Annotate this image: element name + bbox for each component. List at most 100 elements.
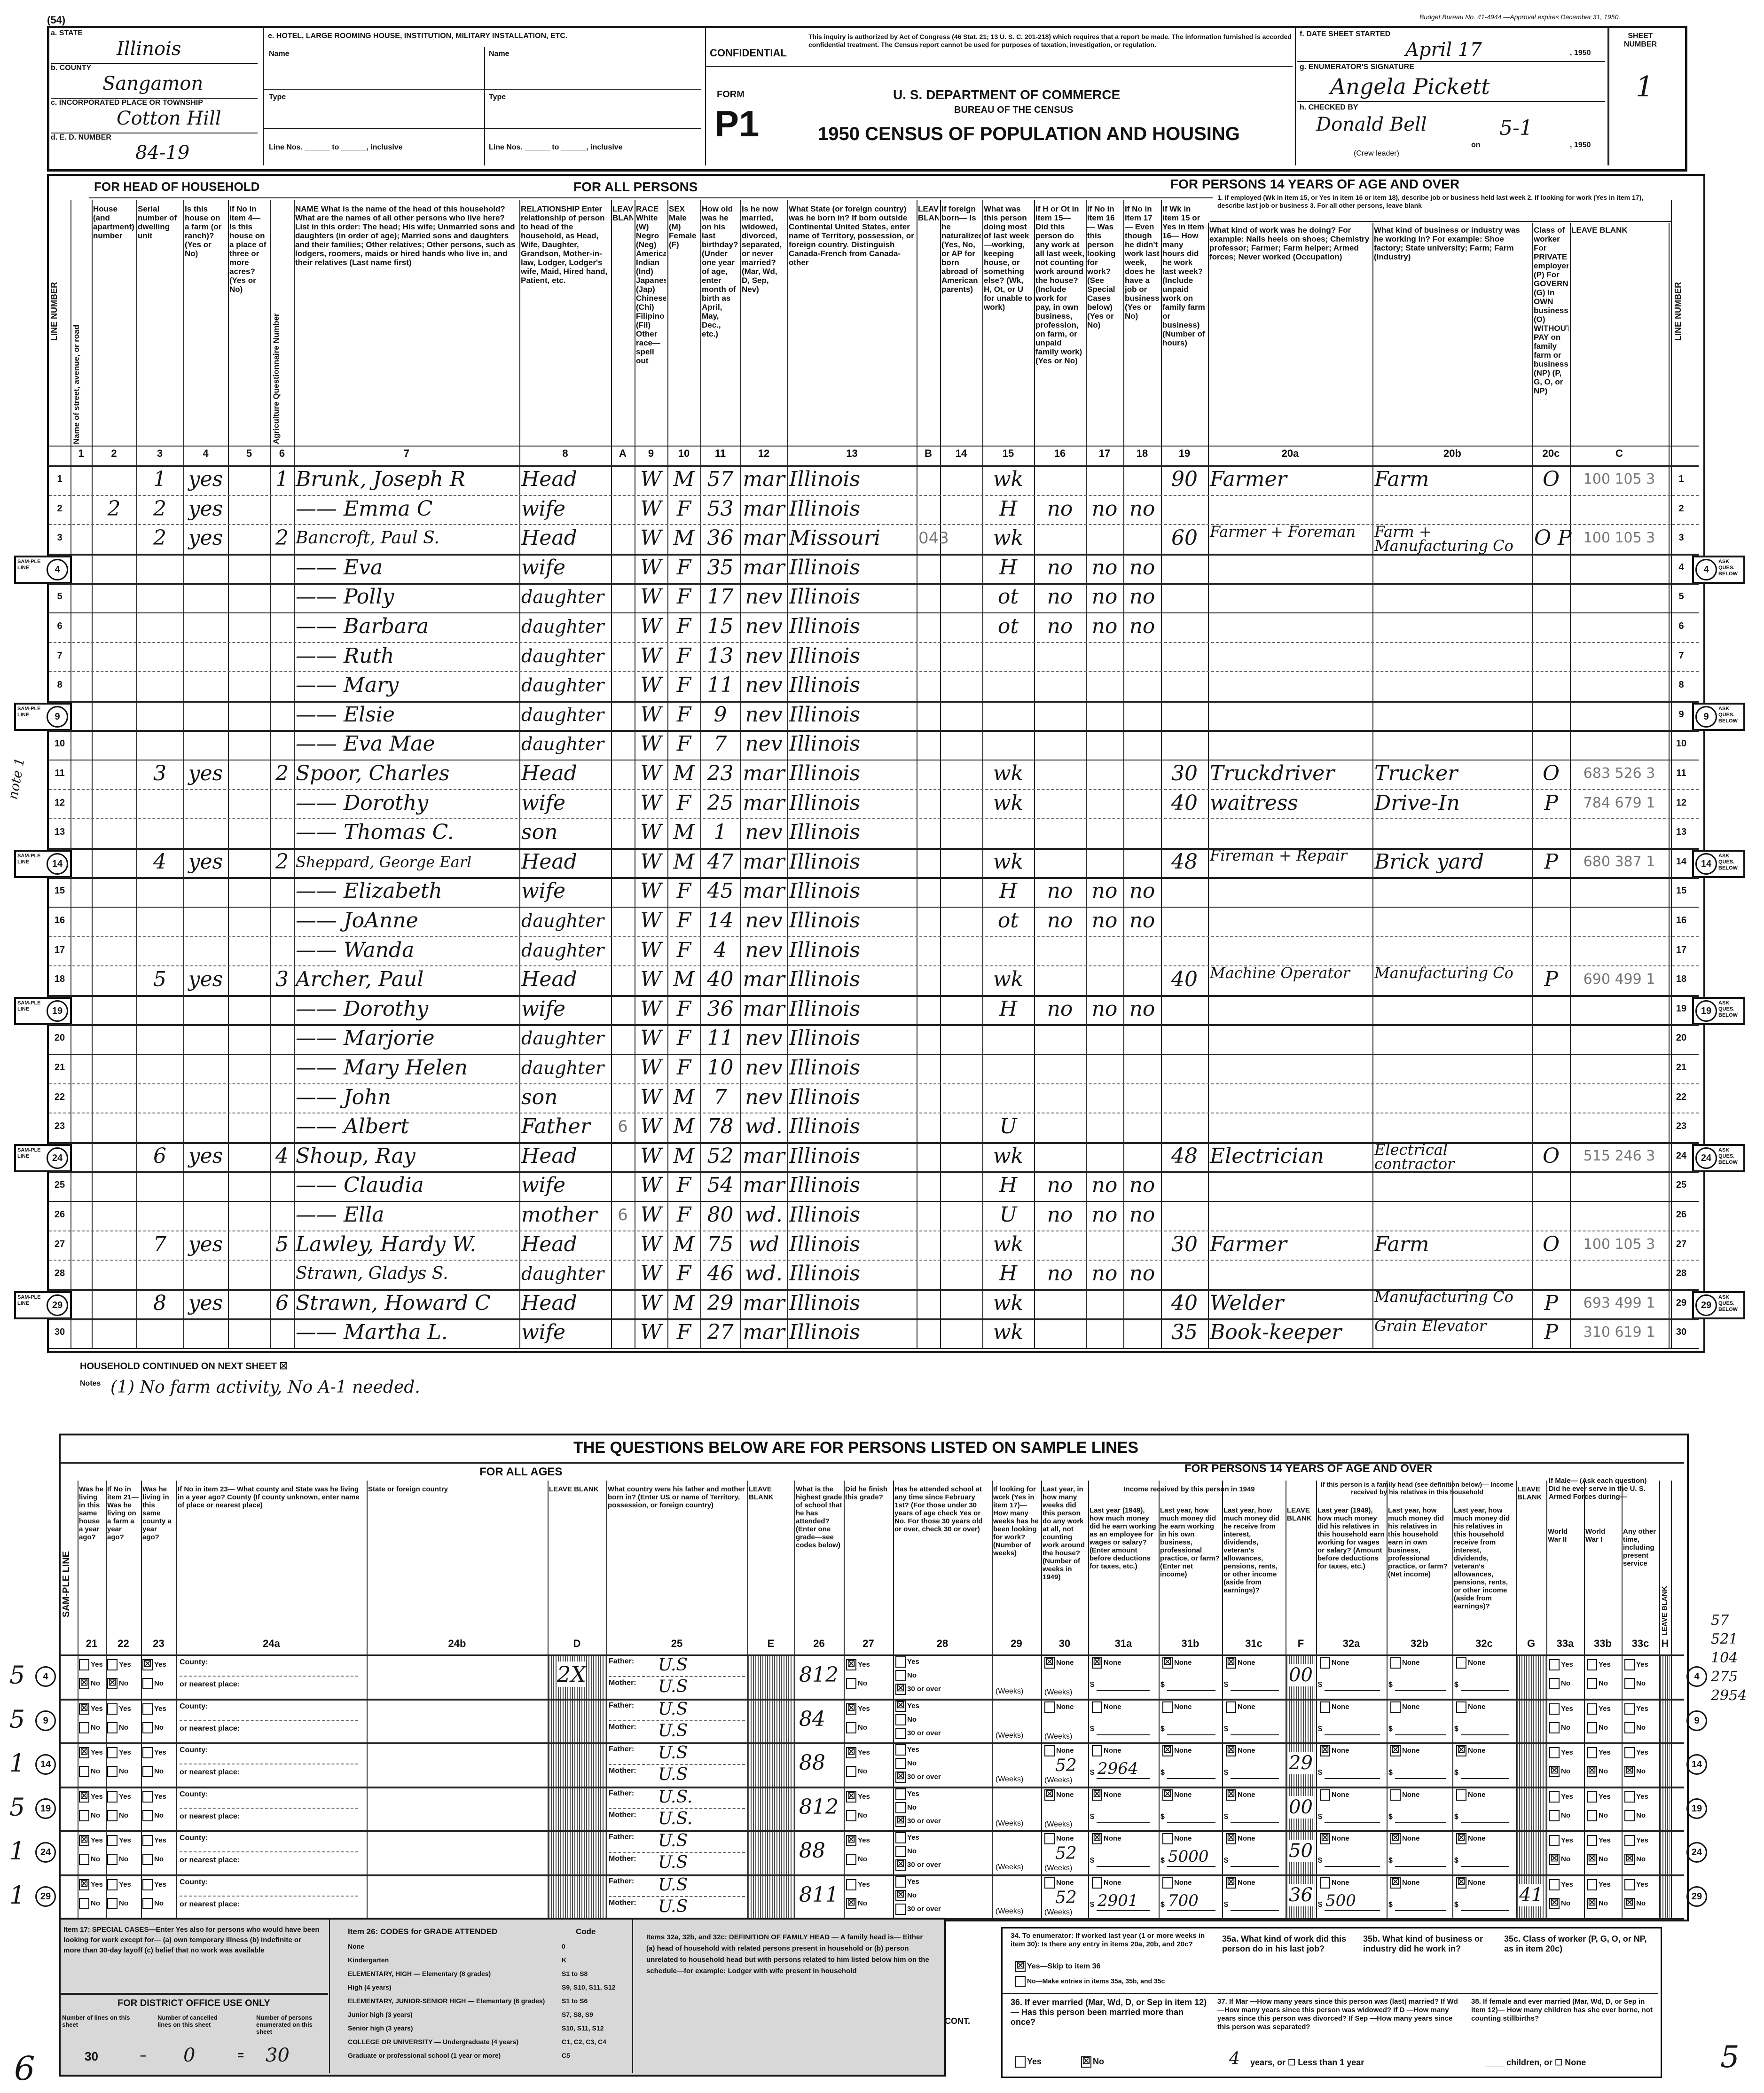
column-divider bbox=[1208, 223, 1209, 1349]
cell-codes: 690 499 1 bbox=[1583, 971, 1655, 988]
dollar-sign: $ bbox=[1090, 1725, 1094, 1733]
cell-rel: wife bbox=[521, 1173, 566, 1198]
checkbox-q33c-yes: Yes bbox=[1624, 1659, 1648, 1670]
checkbox-label: No bbox=[119, 1855, 128, 1863]
checkbox-q33b-yes: Yes bbox=[1587, 1791, 1611, 1803]
grade-attended: 811 bbox=[799, 1882, 839, 1907]
item17-special-cases: Item 17: SPECIAL CASES—Enter Yes also fo… bbox=[63, 1926, 320, 1954]
cell-mar: wd bbox=[748, 1232, 779, 1256]
cell-age: 80 bbox=[707, 1203, 734, 1227]
checkbox-q32a-none: None bbox=[1320, 1657, 1349, 1669]
sample-column-header-text: Was he living in this same house a year … bbox=[79, 1485, 103, 1541]
cell-c18: no bbox=[1129, 879, 1155, 903]
income-person-label: Income received by this person in 1949 bbox=[1123, 1485, 1255, 1493]
checkbox-label: No bbox=[1636, 1855, 1646, 1863]
ask-questions-tab: 19 ASK QUES. BELOW bbox=[1692, 996, 1745, 1025]
checkbox-box: ☒ bbox=[79, 1791, 89, 1803]
sample-line-label: SAM-PLE LINE bbox=[17, 1294, 41, 1306]
checkbox-q33c-yes: Yes bbox=[1624, 1879, 1648, 1890]
checkbox-box: ☒ bbox=[846, 1659, 856, 1670]
bottom-left-mark: 6 bbox=[14, 2049, 35, 2088]
cell-rel: son bbox=[521, 1085, 558, 1109]
cell-age: 7 bbox=[713, 732, 727, 756]
checkbox-q28-yes: Yes bbox=[895, 1832, 919, 1843]
cell-sex: F bbox=[676, 1056, 691, 1080]
checkbox-q28-no: No bbox=[895, 1802, 917, 1813]
cell-sex: M bbox=[673, 1291, 695, 1315]
checkbox-q33b-yes: Yes bbox=[1587, 1835, 1611, 1846]
cell-born: Illinois bbox=[789, 1026, 861, 1050]
column-header-text: LEAVE BLANK bbox=[612, 204, 633, 222]
checkbox-q28-no: No bbox=[895, 1670, 917, 1681]
cell-born: Illinois bbox=[789, 673, 861, 698]
father-label: Father: bbox=[609, 1701, 635, 1709]
cell-c16: no bbox=[1047, 496, 1073, 521]
sample-column-header-text: LEAVE BLANK bbox=[1661, 1586, 1669, 1636]
row-divider bbox=[49, 524, 1699, 525]
line-number-right: 2 bbox=[1678, 503, 1684, 514]
column-header-text: If No in item 17— Even though he didn't … bbox=[1125, 204, 1160, 321]
checkbox-label: Yes bbox=[907, 1789, 919, 1798]
dollar-sign: $ bbox=[1090, 1900, 1094, 1909]
row-divider bbox=[49, 1260, 1699, 1261]
cell-occ: Farmer bbox=[1210, 1232, 1287, 1256]
dollar-sign: $ bbox=[1388, 1812, 1393, 1821]
checkbox-q32c-none: ☒ None bbox=[1456, 1833, 1486, 1844]
sample-column-header-text: World War II bbox=[1548, 1528, 1568, 1544]
grade-attended: 88 bbox=[799, 1751, 825, 1775]
grade-codes-title: Item 26: CODES for GRADE ATTENDED bbox=[348, 1927, 498, 1936]
checkbox-label: No bbox=[91, 1767, 100, 1775]
line-number: 1 bbox=[57, 474, 63, 484]
father-label: Father: bbox=[609, 1789, 635, 1797]
cell-c17: no bbox=[1091, 996, 1118, 1021]
checkbox-box: ☒ bbox=[1587, 1897, 1597, 1909]
checkbox-box bbox=[1549, 1835, 1560, 1846]
checkbox-box: ☒ bbox=[1320, 1833, 1330, 1844]
checkbox-q32c-none: ☒ None bbox=[1456, 1877, 1486, 1889]
checkbox-q27-no: No bbox=[846, 1854, 867, 1865]
cell-age: 45 bbox=[707, 879, 734, 903]
sample-column-number: 32a bbox=[1342, 1638, 1360, 1649]
checkbox-q33c-no: No bbox=[1624, 1722, 1646, 1733]
checkbox-q21-no: No bbox=[79, 1810, 100, 1821]
checkbox-box bbox=[1390, 1789, 1401, 1801]
checkbox-q28-yes: Yes bbox=[895, 1788, 919, 1800]
checkbox-label: None bbox=[1402, 1658, 1420, 1667]
checkbox-label: No bbox=[1599, 1811, 1608, 1819]
column-header-text: Is he now married, widowed, divorced, se… bbox=[742, 204, 782, 294]
income-family-label: If this person is a family head (see def… bbox=[1321, 1481, 1513, 1496]
column-number: 13 bbox=[846, 447, 858, 459]
crew-leader-label: (Crew leader) bbox=[1354, 149, 1399, 157]
sample-line-number: 29 bbox=[35, 1886, 56, 1907]
column-header-text: LEAVE BLANK bbox=[918, 204, 939, 222]
checkbox-q28-no: No bbox=[895, 1758, 917, 1769]
column-number: B bbox=[925, 447, 932, 459]
q34-no-label: No—Make entries in items 35a, 35b, and 3… bbox=[1027, 1977, 1165, 1985]
checkbox-label: None bbox=[1402, 1702, 1420, 1711]
cell-name: —— Polly bbox=[296, 585, 394, 609]
grade-code-value: C1, C2, C3, C4 bbox=[562, 2038, 606, 2046]
cell-c6: 2 bbox=[275, 849, 289, 874]
nearest-place-label: or nearest place: bbox=[180, 1812, 240, 1820]
column-number: 5 bbox=[246, 447, 252, 459]
column-number: 4 bbox=[203, 447, 209, 459]
dollar-sign: $ bbox=[1160, 1769, 1165, 1777]
section-divider bbox=[273, 197, 1213, 198]
checkbox-box: ☒ bbox=[846, 1791, 856, 1803]
dollar-sign: $ bbox=[1090, 1857, 1094, 1865]
checkbox-q33b-no: ☒ No bbox=[1587, 1897, 1608, 1909]
grade-code-value: S7, S8, S9 bbox=[562, 2011, 593, 2018]
dollar-sign: $ bbox=[1454, 1769, 1458, 1777]
cell-c17: no bbox=[1091, 1203, 1118, 1227]
cell-name: —— Claudia bbox=[296, 1173, 424, 1198]
checkbox-label: No bbox=[154, 1811, 164, 1819]
checkbox-box bbox=[895, 1656, 906, 1668]
cell-c15: wk bbox=[993, 1232, 1024, 1256]
column-divider bbox=[1570, 223, 1571, 1349]
cell-sex: F bbox=[676, 1203, 691, 1227]
checkbox-label: Yes bbox=[1561, 1748, 1573, 1756]
sample-column-number: E bbox=[767, 1638, 775, 1649]
sample-line-number: 24 bbox=[35, 1842, 56, 1863]
checkbox-label: Yes bbox=[154, 1880, 166, 1889]
mother-country: U.S. bbox=[658, 1809, 693, 1828]
